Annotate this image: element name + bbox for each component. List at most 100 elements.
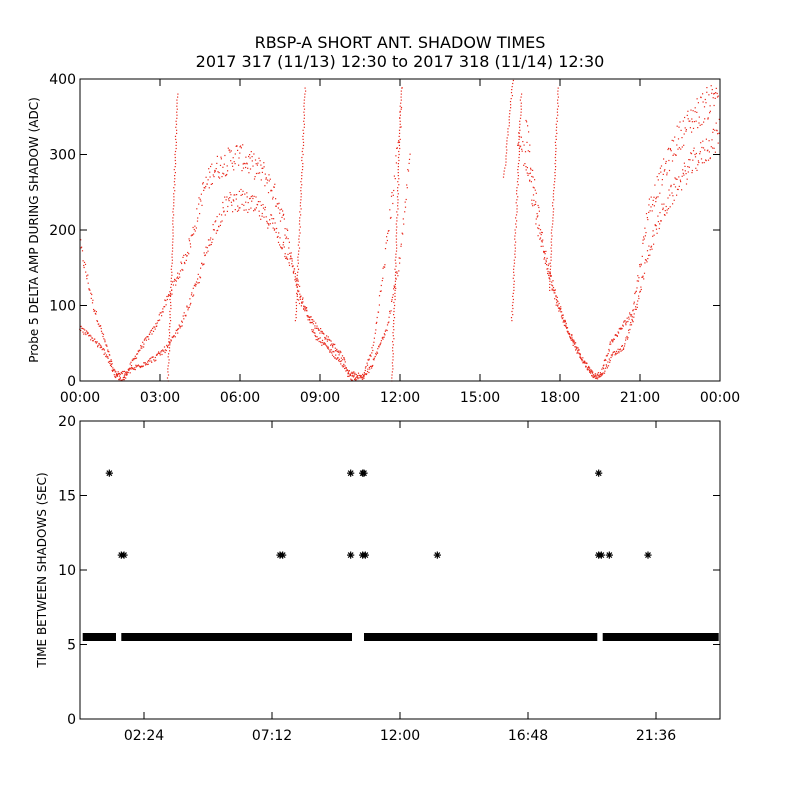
amplitude-point	[601, 368, 603, 370]
amplitude-point	[175, 332, 177, 334]
amplitude-point	[664, 169, 666, 171]
amplitude-point	[170, 301, 172, 304]
amplitude-point	[397, 214, 399, 216]
amplitude-point	[396, 147, 398, 149]
amplitude-point	[337, 357, 339, 359]
x-tick-label: 07:12	[252, 728, 292, 744]
amplitude-point	[395, 155, 397, 157]
amplitude-point	[695, 120, 697, 122]
amplitude-point	[606, 354, 608, 356]
amplitude-point	[706, 91, 708, 93]
amplitude-point	[333, 344, 335, 346]
amplitude-point	[332, 343, 334, 345]
amplitude-point	[146, 336, 148, 338]
amplitude-point	[394, 178, 396, 180]
amplitude-point	[632, 310, 634, 312]
amplitude-point	[166, 345, 168, 347]
amplitude-point	[183, 254, 185, 256]
amplitude-point	[718, 118, 720, 120]
amplitude-point	[121, 379, 123, 381]
amplitude-point	[138, 351, 140, 353]
amplitude-point	[619, 349, 621, 351]
amplitude-point	[288, 247, 290, 249]
amplitude-point	[241, 193, 243, 196]
amplitude-point	[123, 379, 125, 381]
amplitude-point	[541, 232, 543, 234]
amplitude-point	[105, 355, 107, 358]
amplitude-point	[171, 250, 174, 252]
amplitude-point	[555, 135, 557, 137]
amplitude-point	[532, 194, 535, 196]
amplitude-point	[159, 354, 161, 356]
amplitude-point	[171, 256, 173, 258]
amplitude-point	[544, 262, 546, 264]
amplitude-point	[320, 341, 322, 343]
amplitude-point	[337, 351, 339, 353]
amplitude-point	[187, 309, 189, 311]
amplitude-point	[564, 319, 566, 321]
amplitude-point	[217, 171, 219, 173]
amplitude-point	[592, 374, 594, 376]
amplitude-point	[277, 207, 279, 209]
amplitude-point	[517, 166, 519, 168]
amplitude-point	[157, 352, 159, 354]
amplitude-point	[709, 157, 711, 159]
amplitude-point	[260, 164, 262, 166]
amplitude-point	[393, 307, 395, 310]
amplitude-point	[551, 235, 553, 237]
amplitude-point	[689, 127, 691, 129]
amplitude-point	[635, 290, 637, 292]
amplitude-point	[396, 226, 398, 228]
amplitude-point	[200, 200, 202, 202]
amplitude-point	[403, 223, 405, 225]
amplitude-point	[170, 277, 172, 279]
amplitude-point	[530, 181, 532, 183]
amplitude-point	[264, 206, 266, 208]
amplitude-point	[559, 309, 561, 311]
amplitude-point	[552, 196, 554, 198]
amplitude-point	[550, 232, 552, 234]
amplitude-point	[116, 373, 118, 375]
amplitude-point	[584, 362, 586, 364]
amplitude-point	[238, 190, 240, 192]
amplitude-point	[708, 151, 710, 153]
amplitude-point	[536, 213, 538, 215]
amplitude-point	[531, 175, 533, 178]
amplitude-point	[190, 246, 192, 248]
amplitude-point	[295, 284, 297, 286]
amplitude-point	[259, 160, 261, 162]
amplitude-point	[298, 290, 300, 292]
amplitude-point	[525, 166, 527, 168]
amplitude-point	[712, 131, 714, 133]
amplitude-point	[714, 97, 716, 99]
interval-outlier-point	[605, 551, 613, 559]
amplitude-point	[396, 247, 398, 249]
amplitude-point	[668, 147, 670, 149]
amplitude-point	[210, 237, 212, 239]
amplitude-point	[240, 194, 242, 196]
amplitude-point	[347, 375, 349, 377]
amplitude-point	[307, 316, 309, 318]
amplitude-point	[560, 316, 563, 318]
amplitude-point	[116, 375, 118, 377]
x-tick-label: 03:00	[140, 390, 180, 406]
amplitude-point	[213, 176, 215, 178]
amplitude-point	[399, 117, 401, 119]
amplitude-point	[600, 375, 602, 377]
amplitude-point	[549, 278, 551, 280]
amplitude-point	[354, 372, 356, 374]
amplitude-point	[253, 195, 255, 197]
amplitude-point	[296, 294, 298, 296]
amplitude-point	[91, 337, 93, 339]
amplitude-point	[245, 209, 247, 211]
amplitude-point	[174, 172, 176, 174]
amplitude-point	[112, 369, 114, 371]
amplitude-point	[390, 310, 392, 312]
amplitude-point	[143, 343, 145, 345]
amplitude-point	[173, 196, 175, 198]
amplitude-point	[651, 210, 653, 212]
amplitude-point	[167, 365, 169, 367]
amplitude-point	[352, 374, 354, 377]
amplitude-point	[620, 328, 622, 330]
amplitude-point	[553, 190, 555, 192]
